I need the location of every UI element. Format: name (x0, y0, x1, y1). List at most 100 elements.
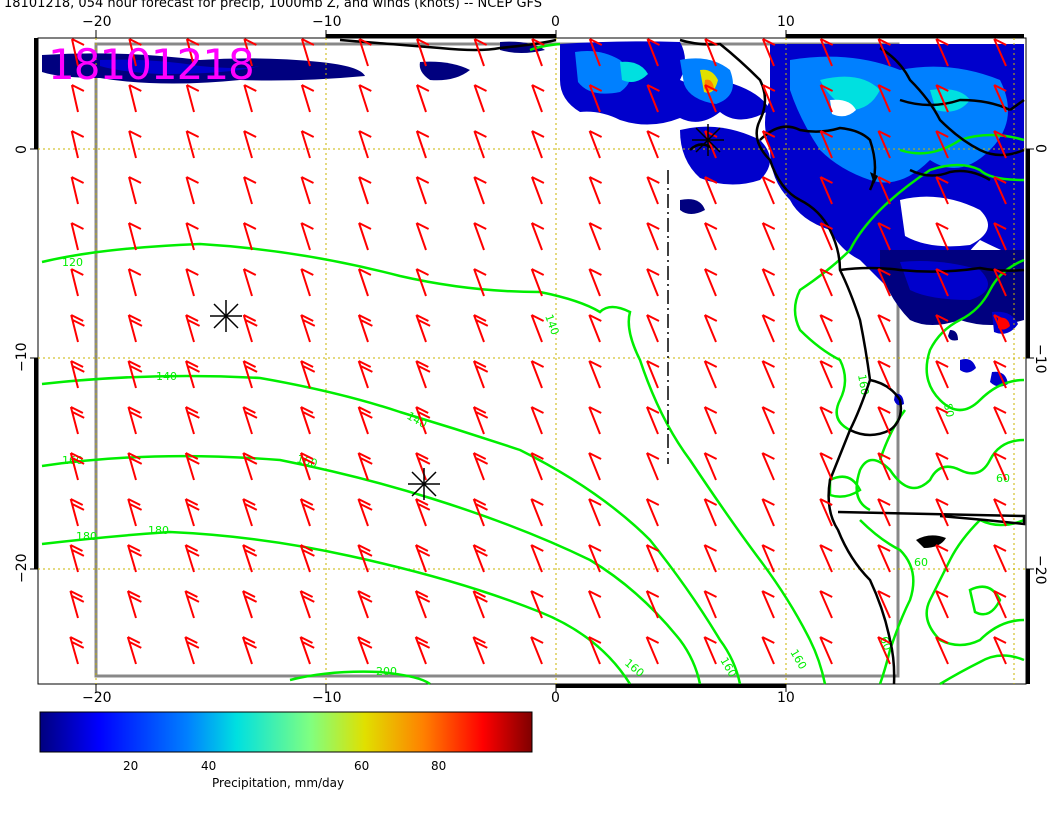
contour-label: 200 (376, 665, 397, 678)
wind-barb (877, 544, 891, 573)
wind-barb (127, 406, 143, 435)
wind-barb (414, 636, 431, 665)
wind-barb (877, 636, 891, 665)
wind-barb (645, 452, 660, 481)
wind-barb (415, 452, 431, 481)
wind-barb (414, 544, 431, 573)
wind-barb (473, 84, 487, 113)
wind-barb (357, 544, 373, 573)
wind-barb (473, 176, 487, 205)
contour-label: 120 (62, 256, 83, 269)
wind-barb (530, 314, 545, 343)
wind-barb (761, 544, 775, 573)
wind-barb (819, 544, 833, 573)
wind-barb (588, 406, 602, 435)
wind-barb (819, 222, 833, 251)
wind-barb (819, 636, 833, 665)
contour-label: 60 (914, 556, 928, 569)
wind-barb (704, 130, 718, 159)
wind-barb (184, 544, 200, 573)
x-tick-bottom: −20 (82, 690, 112, 706)
wind-barb (588, 130, 603, 159)
wind-barb (242, 268, 257, 297)
wind-barb (242, 314, 258, 343)
contour-label: 80 (941, 402, 956, 418)
wind-barb (530, 498, 544, 527)
wind-barb (935, 222, 949, 251)
y-tick-left: −20 (14, 553, 30, 583)
wind-barb (300, 84, 315, 113)
contour-label: 180 (148, 524, 169, 537)
wind-barb (128, 130, 142, 159)
wind-barb (185, 130, 200, 159)
wind-barb (819, 268, 833, 297)
wind-barb (70, 176, 85, 205)
wind-barb (299, 590, 315, 619)
wind-barb (993, 360, 1007, 389)
wind-barb (993, 498, 1007, 527)
wind-barb (993, 38, 1007, 67)
wind-barb (646, 360, 660, 389)
wind-barb (299, 498, 315, 527)
wind-barb (70, 222, 84, 251)
colorbar-tick: 40 (201, 759, 216, 773)
colorbar-title: Precipitation, mm/day (212, 776, 345, 790)
wind-barb (69, 498, 85, 527)
wind-barb (646, 38, 660, 67)
wind-barb (184, 636, 200, 665)
wind-barb (358, 38, 372, 67)
wind-barb (415, 360, 431, 389)
wind-barb (242, 222, 257, 251)
wind-barb (588, 314, 602, 343)
wind-barb (588, 176, 603, 205)
wind-barb (935, 176, 949, 205)
wind-barb (70, 84, 85, 113)
wind-barb (819, 176, 833, 205)
wind-barb (530, 176, 545, 205)
wind-barb (588, 38, 603, 67)
wind-barb (243, 176, 257, 205)
wind-barb (473, 130, 487, 159)
contour-label: 180 (76, 530, 97, 543)
wind-barb (703, 406, 718, 435)
wind-barb (646, 176, 660, 205)
wind-barb (358, 130, 372, 159)
islands (870, 172, 946, 548)
wind-barb (300, 406, 316, 435)
asterisk-marker (692, 124, 724, 156)
wind-barb (416, 38, 430, 67)
wind-barb (300, 130, 315, 159)
wind-barb (530, 590, 544, 619)
wind-barb (358, 176, 372, 205)
wind-barb (530, 360, 545, 389)
contour-label: 160 (295, 452, 319, 470)
wind-barb (704, 38, 718, 67)
wind-barb (242, 544, 258, 573)
wind-barb (935, 38, 949, 67)
contour-label: 60 (996, 472, 1010, 485)
x-tick-top: −10 (312, 14, 342, 30)
x-tick-top: −20 (82, 14, 112, 30)
wind-barb (935, 360, 949, 389)
wind-barb (70, 314, 85, 343)
wind-barb (357, 268, 372, 297)
axis-labels: −20 −10 0 10 −20 −10 0 10 0 −10 −20 0 −1… (14, 14, 1048, 706)
wind-barb (299, 636, 315, 665)
wind-barb (242, 498, 258, 527)
wind-barb (530, 406, 544, 435)
wind-barb (127, 452, 143, 481)
wind-barb (126, 636, 142, 665)
wind-barb (935, 452, 949, 481)
wind-barb (358, 84, 372, 113)
wind-barb (531, 38, 545, 67)
wind-barb (300, 268, 314, 297)
colorbar-tick: 60 (354, 759, 369, 773)
wind-barb (761, 84, 776, 113)
wind-barb (819, 406, 833, 435)
wind-barb (819, 38, 834, 67)
wind-barb (531, 84, 545, 113)
wind-barb (993, 636, 1007, 665)
wind-barb (357, 314, 373, 343)
wind-barb (877, 38, 891, 67)
